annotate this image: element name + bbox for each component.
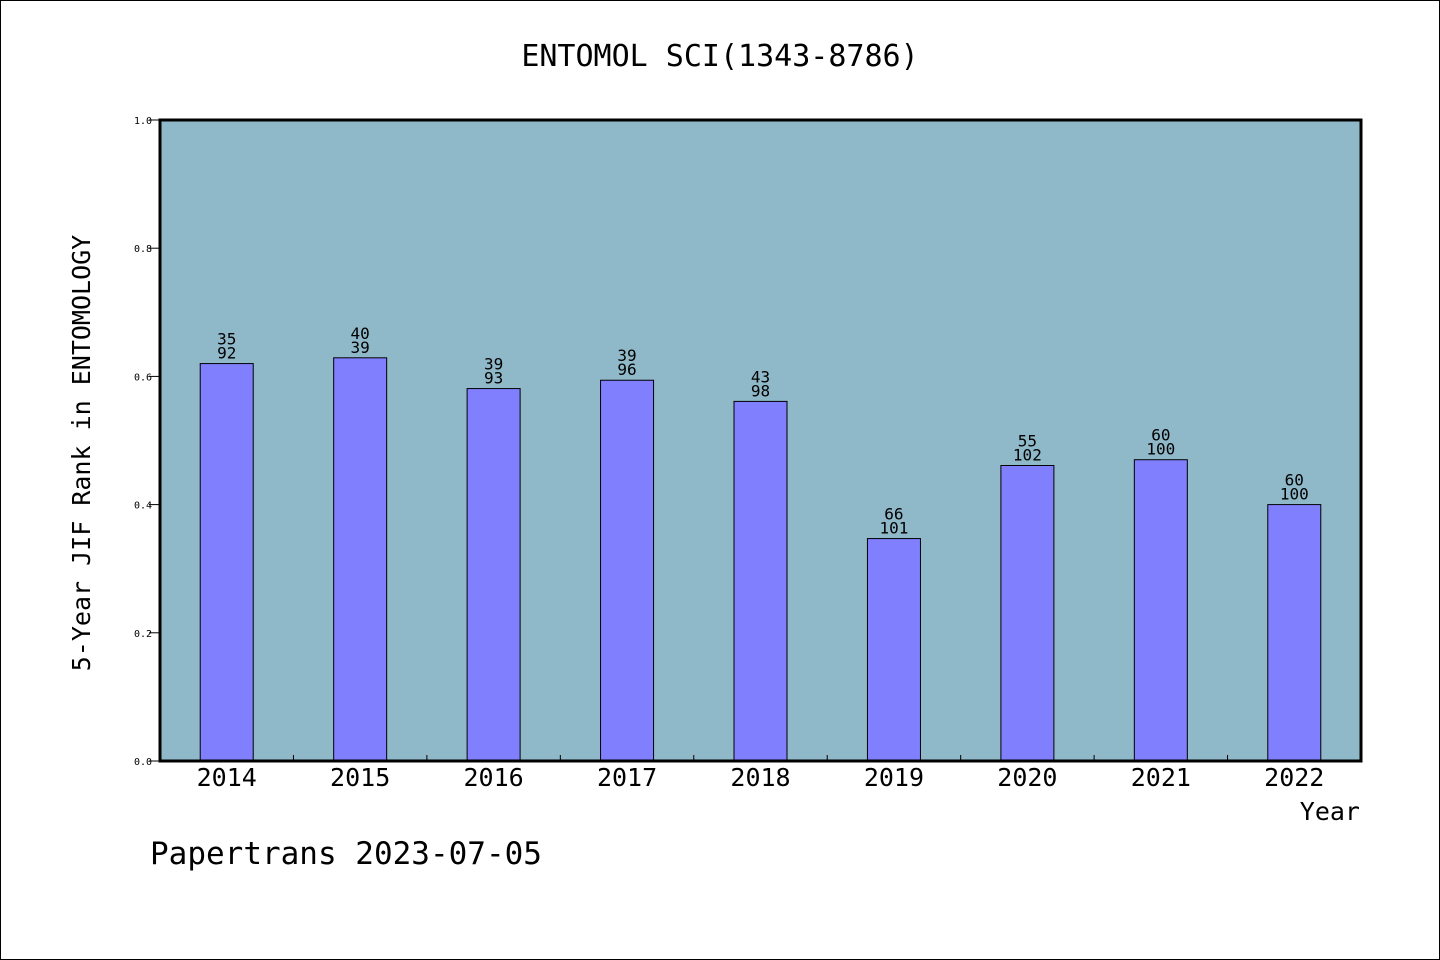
y-axis: 0.0 0.2 0.4 0.6 0.8 1.0 <box>134 116 160 768</box>
bar <box>600 379 655 762</box>
total-label: 92 <box>217 344 236 363</box>
x-axis: 2014 2015 2016 2017 2018 2019 2020 2021 2022 <box>197 755 1324 792</box>
rank-label: 39 <box>617 346 636 365</box>
total-label: 100 <box>1146 440 1175 459</box>
bar <box>199 363 254 762</box>
bar <box>1267 504 1322 762</box>
rank-label: 40 <box>351 324 370 343</box>
bar <box>866 538 921 762</box>
x-tick-label: 2020 <box>997 763 1057 792</box>
total-label: 39 <box>351 338 370 357</box>
x-tick-label: 2022 <box>1264 763 1324 792</box>
y-tick-label: 0.2 <box>134 629 152 640</box>
footer-stamp: Papertrans 2023-07-05 <box>150 836 542 872</box>
rank-label: 43 <box>751 367 770 386</box>
bar <box>1000 464 1055 762</box>
x-tick-label: 2017 <box>597 763 657 792</box>
x-tick-label: 2016 <box>464 763 524 792</box>
x-tick-label: 2019 <box>864 763 924 792</box>
plot-border <box>158 118 1363 763</box>
y-tick-label: 0.6 <box>134 372 152 383</box>
x-tick-label: 2018 <box>730 763 790 792</box>
bar <box>333 357 388 762</box>
x-tick-label: 2014 <box>197 763 257 792</box>
x-tick-label: 2021 <box>1131 763 1191 792</box>
rank-label: 66 <box>884 505 903 524</box>
chart-title: ENTOMOL SCI(1343-8786) <box>521 39 918 74</box>
bar <box>1133 459 1188 762</box>
y-tick-label: 1.0 <box>134 116 152 127</box>
bars-group <box>199 357 1322 762</box>
rank-label: 60 <box>1151 426 1170 445</box>
rank-label: 39 <box>484 355 503 374</box>
x-tick-label: 2015 <box>330 763 390 792</box>
rank-label: 35 <box>217 330 236 349</box>
y-tick-label: 0.4 <box>134 501 152 512</box>
total-label: 98 <box>751 381 770 400</box>
total-label: 101 <box>879 519 908 538</box>
total-label: 96 <box>617 360 636 379</box>
x-axis-label: Year <box>1300 797 1360 826</box>
y-tick-label: 0.8 <box>134 244 152 255</box>
total-label: 102 <box>1013 445 1042 464</box>
bar <box>466 388 521 762</box>
bar <box>733 400 788 762</box>
rank-label: 60 <box>1285 471 1304 490</box>
rank-label: 55 <box>1018 431 1037 450</box>
total-label: 93 <box>484 369 503 388</box>
total-label: 100 <box>1280 485 1309 504</box>
y-axis-label: 5-Year JIF Rank in ENTOMOLOGY <box>67 235 96 672</box>
y-tick-label: 0.0 <box>134 757 152 768</box>
